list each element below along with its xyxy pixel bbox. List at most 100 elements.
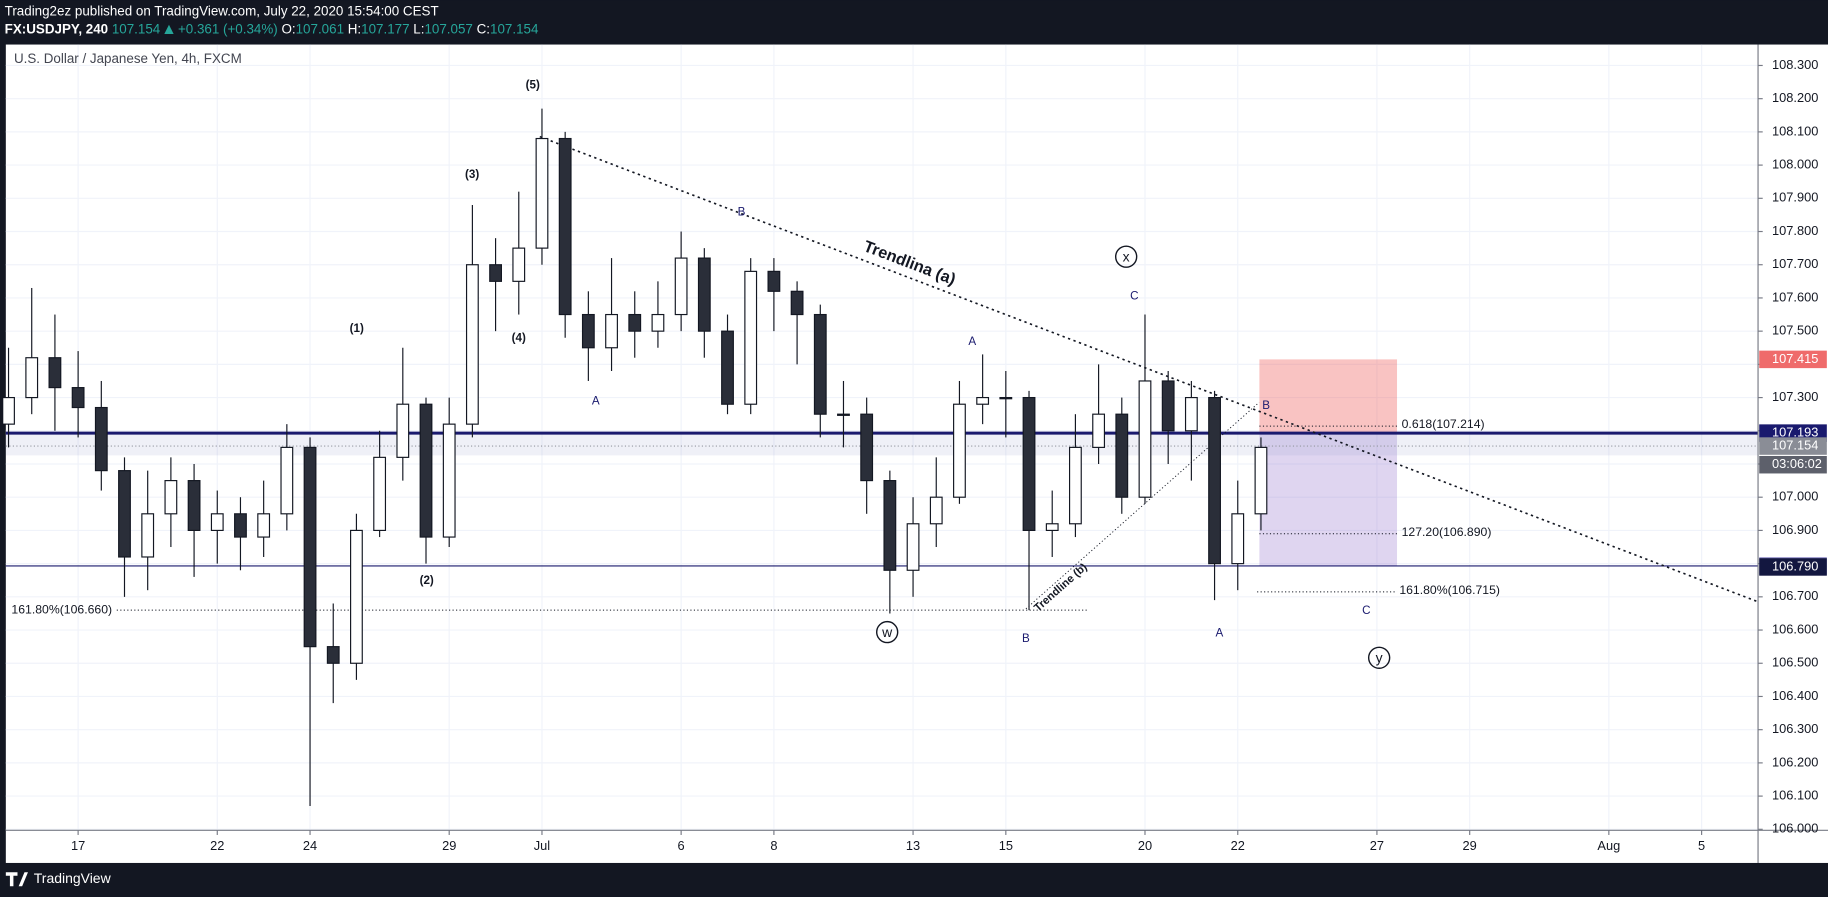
y-tick-label: 106.500: [1772, 655, 1818, 670]
y-tick-label: 108.100: [1772, 123, 1818, 138]
candle-body: [628, 313, 642, 332]
candle-body: [929, 496, 943, 525]
x-tick-label: 5: [1698, 838, 1705, 853]
wave-label: A: [968, 335, 976, 348]
y-tick-label: 106.300: [1772, 721, 1818, 736]
y-tick-label: 108.300: [1772, 57, 1818, 72]
wave-label: (5): [526, 78, 540, 91]
candle-body: [721, 330, 734, 405]
x-tick-label: 27: [1370, 838, 1384, 853]
level-price-label: 107.193: [1772, 424, 1818, 439]
x-tick-label: Jul: [534, 838, 550, 853]
candle-body: [837, 413, 850, 416]
fib-label: 161.80%(106.715): [1399, 583, 1500, 597]
candle-body: [674, 257, 688, 316]
candle-body: [280, 446, 294, 515]
x-tick-label: 13: [906, 838, 920, 853]
candle-body: [257, 513, 271, 538]
candle-body: [1068, 446, 1082, 525]
candle-body: [697, 257, 711, 332]
y-tick-label: 108.200: [1772, 90, 1818, 105]
price-box: [1759, 558, 1827, 576]
quote-line: FX:USDJPY, 240 107.154 +0.361 (+0.34%) O…: [5, 21, 539, 36]
candle-body: [350, 529, 363, 664]
candle-body: [883, 480, 897, 571]
candle-body: [512, 247, 526, 282]
candle-body: [1138, 380, 1152, 498]
candle-body: [71, 387, 85, 409]
x-tick-label: 8: [770, 838, 777, 853]
x-tick-label: 6: [678, 838, 685, 853]
x-tick-label: 29: [1463, 838, 1477, 853]
y-tick-label: 107.000: [1772, 489, 1818, 504]
candle-body: [465, 264, 479, 425]
wave-circle: [1114, 245, 1138, 268]
candle-body: [48, 357, 62, 389]
ohlc-label: L:: [413, 21, 424, 36]
y-tick-label: 107.500: [1772, 323, 1818, 338]
candle-body: [906, 523, 920, 571]
candle-body: [767, 270, 781, 292]
candle-body: [373, 456, 387, 531]
candle-body: [303, 446, 317, 648]
wave-label: B: [1262, 399, 1270, 412]
x-tick-label: 17: [71, 838, 85, 853]
wave-circle: [875, 620, 899, 644]
ohlc-label: C:: [477, 21, 490, 36]
candle-body: [651, 313, 665, 332]
y-tick-label: 107.300: [1772, 389, 1818, 404]
candle-body: [1208, 396, 1221, 565]
ohlc-label: O:: [281, 21, 295, 36]
y-tick-label: 106.900: [1772, 522, 1818, 537]
y-tick-label: 107.800: [1772, 223, 1818, 238]
x-tick-label: 24: [303, 838, 317, 853]
ohlc-label: H:: [348, 21, 361, 36]
wave-label: x: [1123, 249, 1130, 265]
candle-body: [999, 396, 1013, 400]
candle-body: [790, 290, 804, 316]
price-box: [1759, 350, 1827, 369]
chart-title: U.S. Dollar / Japanese Yen, 4h, FXCM: [14, 51, 242, 66]
wave-label: A: [1216, 626, 1224, 639]
last-price: 107.154: [112, 21, 161, 36]
up-arrow-icon: [164, 24, 174, 35]
candle-body: [976, 396, 990, 405]
y-tick-label: 106.400: [1772, 688, 1818, 703]
wave-label: B: [738, 206, 746, 219]
candle-body: [118, 470, 131, 558]
fib-label: 0.618(107.214): [1402, 417, 1485, 431]
y-tick-label: 106.600: [1772, 621, 1818, 636]
wave-label: B: [1022, 632, 1030, 645]
candle-body: [25, 357, 39, 399]
candle-body: [396, 403, 410, 458]
wave-label: C: [1362, 604, 1370, 617]
y-tick-label: 107.600: [1772, 289, 1818, 304]
wave-label: y: [1376, 650, 1383, 666]
wave-label: (2): [420, 574, 434, 587]
candle-body: [141, 513, 155, 558]
y-tick-label: 106.700: [1772, 588, 1818, 603]
candle-body: [744, 270, 758, 405]
change: +0.361 (+0.34%): [178, 21, 278, 36]
candle-body: [860, 413, 874, 482]
level-band: [5, 433, 1759, 456]
price-label: 107.154: [1772, 437, 1818, 452]
candle-body: [1045, 523, 1059, 531]
x-tick-label: 29: [442, 838, 456, 853]
brand-logo: [5, 872, 28, 887]
candle-body: [94, 406, 108, 472]
candle-body: [1231, 513, 1245, 565]
price-label: 107.415: [1772, 351, 1818, 366]
x-tick-label: 20: [1138, 838, 1152, 853]
candle-body: [489, 264, 502, 282]
x-tick-label: 15: [999, 838, 1013, 853]
candle-body: [535, 137, 549, 249]
candle-body: [953, 403, 966, 498]
fib-label: 161.80%(106.660): [11, 602, 112, 616]
wave-circle: [1367, 646, 1391, 669]
countdown: 03:06:02: [1772, 456, 1822, 471]
ohlc-value: 107.154: [490, 21, 539, 36]
y-tick-label: 107.700: [1772, 256, 1818, 271]
publisher: Trading2ez published on TradingView.com,…: [5, 3, 439, 18]
wave-label: (4): [512, 331, 526, 344]
